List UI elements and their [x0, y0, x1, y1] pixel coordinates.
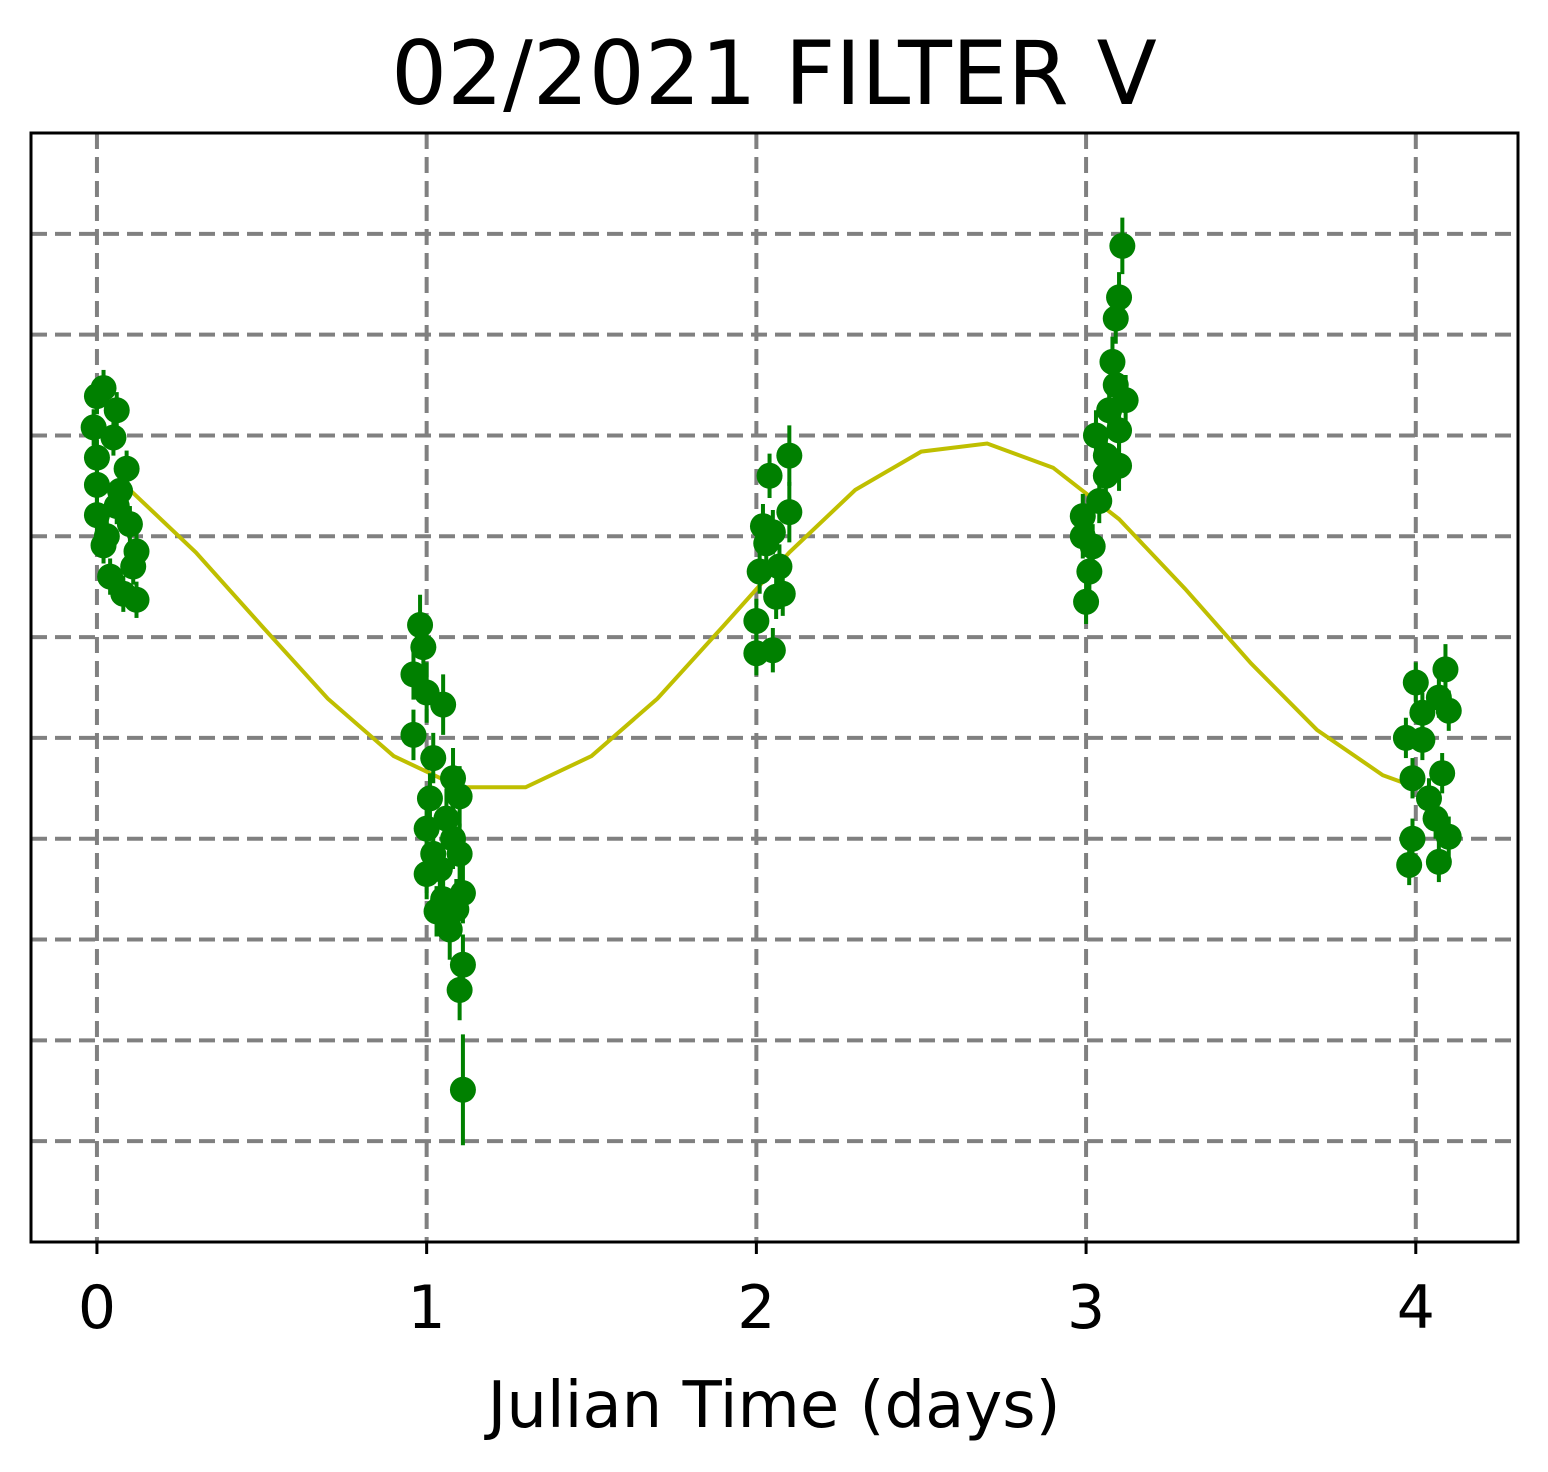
chart-title: 02/2021 FILTER V — [391, 22, 1157, 125]
x-tick-label: 2 — [737, 1273, 775, 1343]
x-tick-label: 3 — [1067, 1273, 1105, 1343]
data-point — [430, 691, 457, 718]
data-point — [420, 745, 447, 772]
data-point — [776, 499, 803, 526]
data-point — [1399, 765, 1426, 792]
data-point — [113, 455, 140, 482]
data-point — [416, 785, 443, 812]
data-point — [443, 896, 470, 923]
data-point — [1082, 422, 1109, 449]
data-point — [756, 462, 783, 489]
data-point — [413, 815, 440, 842]
data-point — [1102, 305, 1129, 332]
data-point — [1073, 588, 1100, 615]
x-tick-label: 1 — [408, 1273, 446, 1343]
data-point — [1409, 699, 1436, 726]
data-point — [1069, 503, 1096, 530]
data-point — [1099, 348, 1126, 375]
data-point — [1106, 417, 1133, 444]
data-point — [1109, 232, 1136, 259]
data-point — [410, 634, 437, 661]
x-tick-label: 4 — [1397, 1273, 1435, 1343]
data-point — [120, 553, 147, 580]
data-point — [776, 442, 803, 469]
data-point — [423, 898, 450, 925]
data-point — [1402, 669, 1429, 696]
data-point — [743, 607, 770, 634]
data-point — [100, 424, 127, 451]
data-point — [1415, 785, 1442, 812]
fit-line — [128, 441, 1417, 790]
data-point — [759, 637, 786, 664]
data-point — [103, 493, 130, 520]
data-point — [766, 553, 793, 580]
data-point — [426, 855, 453, 882]
data-point — [449, 951, 476, 978]
data-point — [1396, 851, 1423, 878]
data-point — [93, 523, 120, 550]
data-point — [1399, 825, 1426, 852]
data-point — [433, 805, 460, 832]
data-point — [407, 611, 434, 638]
data-point — [1429, 760, 1456, 787]
data-point — [1435, 697, 1462, 724]
data-point — [400, 661, 427, 688]
data-point — [769, 580, 796, 607]
data-point — [1086, 487, 1113, 514]
x-axis-label: Julian Time (days) — [483, 1369, 1060, 1443]
data-point — [83, 471, 110, 498]
data-point — [1069, 523, 1096, 550]
plot-frame — [29, 131, 1520, 1244]
data-point — [746, 558, 773, 585]
data-point — [440, 825, 467, 852]
data-point — [446, 976, 473, 1003]
data-point — [436, 916, 463, 943]
data-point — [1106, 284, 1133, 311]
data-point — [83, 444, 110, 471]
data-point — [1425, 848, 1452, 875]
data-point — [1422, 805, 1449, 832]
data-point — [83, 383, 110, 410]
data-point — [749, 513, 776, 540]
data-point — [400, 721, 427, 748]
x-tick-label: 0 — [78, 1273, 116, 1343]
data-point — [1432, 656, 1459, 683]
data-point — [1435, 823, 1462, 850]
data-point — [446, 783, 473, 810]
data-point — [1076, 558, 1103, 585]
data-point — [80, 414, 107, 441]
data-point — [1102, 372, 1129, 399]
data-point — [1392, 724, 1419, 751]
data-point — [123, 586, 150, 613]
data-point — [449, 1076, 476, 1103]
data-point — [116, 511, 143, 538]
data-point — [103, 397, 130, 424]
data-point — [83, 502, 110, 529]
data-point — [1106, 452, 1133, 479]
